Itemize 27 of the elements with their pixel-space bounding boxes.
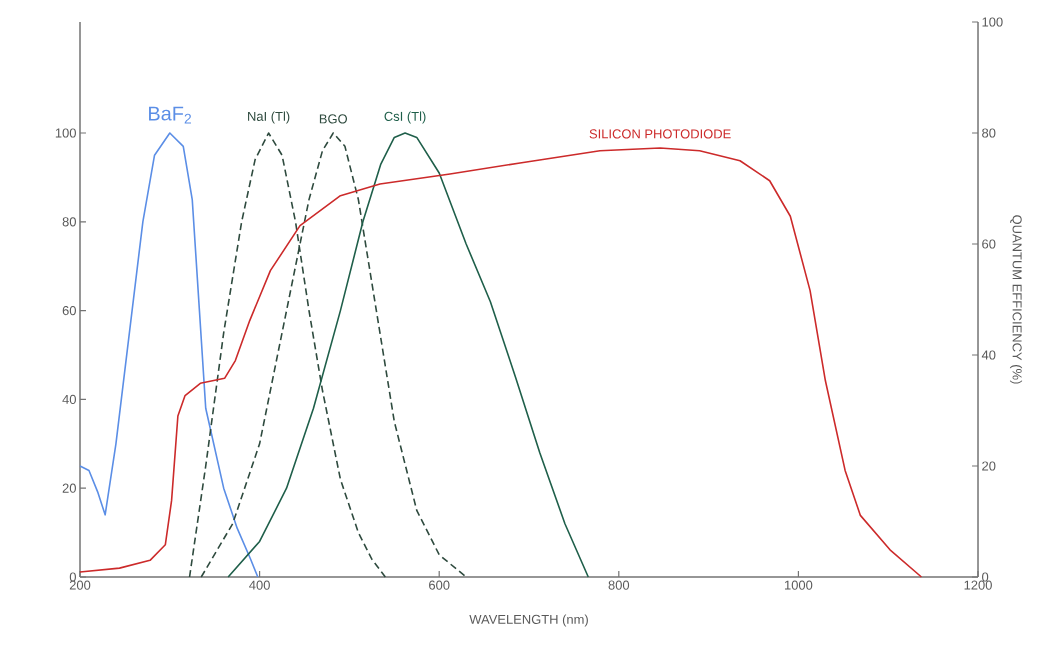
x-tick-label: 1200 — [964, 580, 992, 590]
y-tick-label: 60 — [62, 306, 76, 316]
x-tick-label: 400 — [249, 580, 270, 590]
x-axis-title: WAVELENGTH (nm) — [469, 614, 588, 627]
y2-tick-label: 0 — [982, 572, 989, 582]
y2-tick-label: 100 — [982, 17, 1003, 27]
series-label: SILICON PHOTODIODE — [589, 129, 731, 139]
y2-tick-label: 40 — [981, 350, 996, 360]
y-tick-label: 0 — [69, 572, 76, 582]
y-tick-label: 100 — [55, 128, 76, 138]
y-tick-label: 20 — [62, 483, 76, 493]
y2-tick-label: 80 — [982, 128, 996, 138]
x-tick-label: 1000 — [784, 580, 813, 590]
line-series — [79, 147, 923, 578]
x-tick-label: 800 — [608, 580, 630, 590]
y-tick-label: 40 — [62, 394, 76, 404]
y-tick-label: 80 — [62, 217, 76, 227]
y2-tick-label: 60 — [982, 239, 996, 249]
y2-tick-label: 20 — [982, 461, 996, 471]
series-label: BGO — [319, 114, 348, 124]
series-label: CsI (Tl) — [384, 111, 426, 124]
x-tick-label: 600 — [429, 580, 450, 590]
line-series — [227, 132, 590, 578]
series-label: NaI (Tl) — [248, 111, 290, 124]
y2-axis-title: QUANTUM EFFICIENCY (%) — [1009, 215, 1023, 384]
series-label: BaF$_{2}$ — [149, 106, 192, 124]
x-tick-label: 200 — [69, 580, 91, 590]
